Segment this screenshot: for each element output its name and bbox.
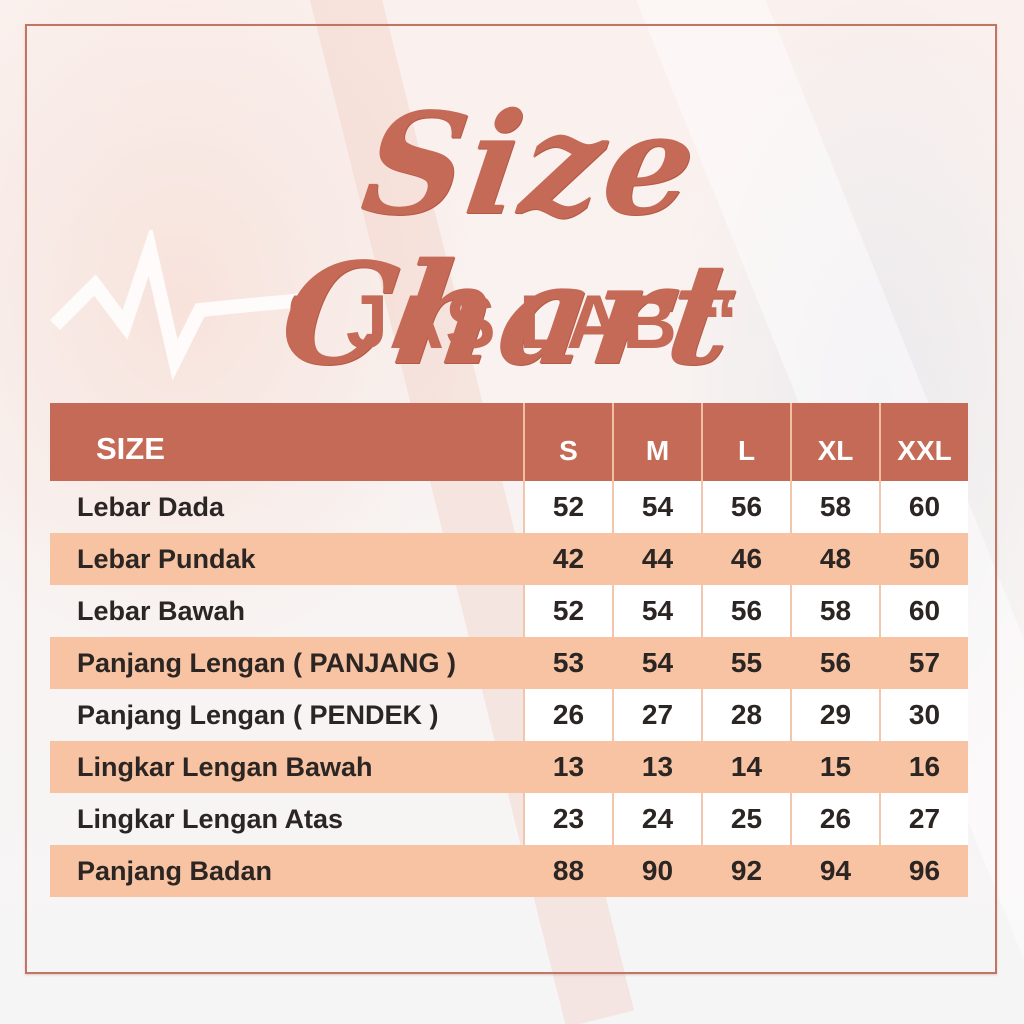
cell-value: 55 (701, 637, 790, 689)
cell-value: 90 (612, 845, 701, 897)
cell-value: 15 (790, 741, 879, 793)
cell-value: 96 (879, 845, 968, 897)
cell-value: 27 (612, 689, 701, 741)
row-label: Lingkar Lengan Atas (77, 803, 344, 834)
table-row: Lebar Dada 52 54 56 58 60 (50, 481, 968, 533)
cell-value: 14 (701, 741, 790, 793)
cell-value: 13 (612, 741, 701, 793)
row-label: Lebar Bawah (77, 595, 246, 626)
cell-value: 42 (523, 533, 612, 585)
cell-value: 56 (701, 481, 790, 533)
cell-value: 58 (790, 585, 879, 637)
cell-value: 58 (790, 481, 879, 533)
table-row: Lebar Bawah 52 54 56 58 60 (50, 585, 968, 637)
cell-value: 54 (612, 481, 701, 533)
cell-value: 56 (701, 585, 790, 637)
table-row: Panjang Lengan ( PENDEK ) 26 27 28 29 30 (50, 689, 968, 741)
cell-value: 29 (790, 689, 879, 741)
row-label: Lebar Dada (77, 491, 225, 522)
cell-value: 54 (612, 637, 701, 689)
cell-value: 54 (612, 585, 701, 637)
row-label: Panjang Badan (77, 855, 273, 886)
product-subtitle: “ JAS LAB “ (284, 280, 740, 365)
table-header-row: SIZE S M L XL XXL (50, 403, 968, 481)
cell-value: 52 (523, 481, 612, 533)
cell-value: 52 (523, 585, 612, 637)
row-label: Panjang Lengan ( PANJANG ) (77, 647, 457, 678)
cell-value: 53 (523, 637, 612, 689)
cell-value: 26 (523, 689, 612, 741)
row-label: Panjang Lengan ( PENDEK ) (77, 699, 439, 730)
cell-value: 50 (879, 533, 968, 585)
cell-value: 48 (790, 533, 879, 585)
cell-value: 23 (523, 793, 612, 845)
cell-value: 60 (879, 585, 968, 637)
border-frame (25, 24, 997, 974)
cell-value: 13 (523, 741, 612, 793)
header-size-m: M (612, 403, 701, 481)
cell-value: 26 (790, 793, 879, 845)
cell-value: 92 (701, 845, 790, 897)
cell-value: 30 (879, 689, 968, 741)
cell-value: 44 (612, 533, 701, 585)
header-size-l: L (701, 403, 790, 481)
heartbeat-decoration-icon (50, 230, 306, 381)
header-size-xxl: XXL (879, 403, 968, 481)
table-row: Lingkar Lengan Atas 23 24 25 26 27 (50, 793, 968, 845)
cell-value: 25 (701, 793, 790, 845)
cell-value: 16 (879, 741, 968, 793)
cell-value: 88 (523, 845, 612, 897)
table-row: Lingkar Lengan Bawah 13 13 14 15 16 (50, 741, 968, 793)
table-row: Lebar Pundak 42 44 46 48 50 (50, 533, 968, 585)
cell-value: 60 (879, 481, 968, 533)
row-label: Lingkar Lengan Bawah (77, 751, 373, 782)
cell-value: 24 (612, 793, 701, 845)
row-label: Lebar Pundak (77, 543, 256, 574)
header-size-label: SIZE (50, 403, 523, 481)
cell-value: 56 (790, 637, 879, 689)
cell-value: 46 (701, 533, 790, 585)
table-row: Panjang Badan 88 90 92 94 96 (50, 845, 968, 897)
cell-value: 28 (701, 689, 790, 741)
size-table: SIZE S M L XL XXL Lebar Dada 52 54 56 58… (50, 403, 968, 897)
cell-value: 94 (790, 845, 879, 897)
cell-value: 27 (879, 793, 968, 845)
header-size-s: S (523, 403, 612, 481)
header-size-xl: XL (790, 403, 879, 481)
table-row: Panjang Lengan ( PANJANG ) 53 54 55 56 5… (50, 637, 968, 689)
cell-value: 57 (879, 637, 968, 689)
